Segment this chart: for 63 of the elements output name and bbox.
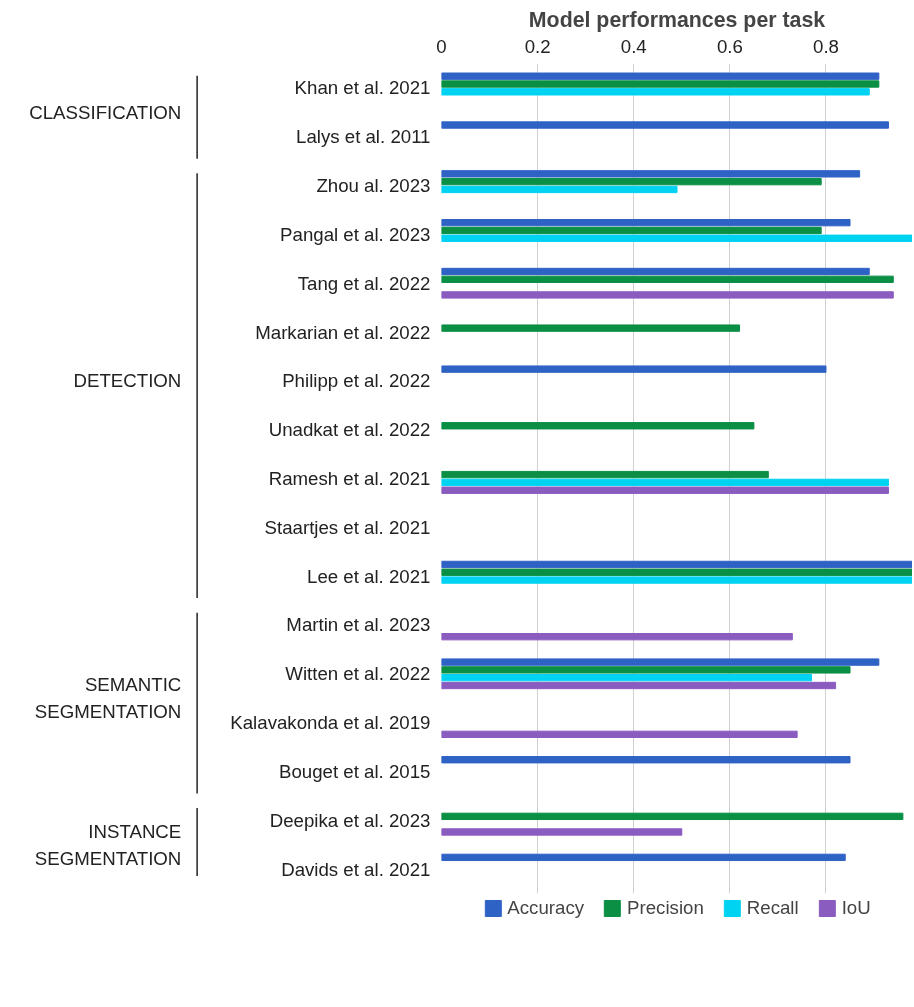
text: INSTANCE SEGMENTATION bbox=[34, 820, 182, 869]
text: CLASSIFICATION bbox=[29, 101, 182, 123]
bar bbox=[441, 218, 851, 227]
bar bbox=[441, 72, 880, 80]
bar bbox=[441, 681, 837, 690]
bar bbox=[441, 170, 861, 178]
bar bbox=[441, 478, 889, 487]
bar bbox=[441, 674, 813, 682]
bar bbox=[441, 658, 880, 666]
bar bbox=[441, 568, 912, 576]
bar bbox=[441, 80, 880, 88]
x-tick-label: 0.8 bbox=[813, 35, 839, 57]
legend-label: Precision bbox=[627, 897, 704, 919]
y-tick-label: Bouget et al. 2015 bbox=[279, 760, 431, 782]
y-tick-label: Ramesh et al. 2021 bbox=[268, 468, 431, 489]
x-tick-label: 0.4 bbox=[620, 35, 647, 57]
bar bbox=[441, 470, 769, 479]
chart-title: Model performances per task bbox=[528, 7, 826, 32]
bar bbox=[441, 234, 912, 242]
bar bbox=[441, 267, 870, 276]
legend-label: IoU bbox=[841, 897, 871, 919]
x-tick-label: 0.6 bbox=[716, 35, 743, 57]
y-tick-label: Martin et al. 2023 bbox=[286, 614, 431, 636]
bar bbox=[441, 422, 755, 430]
y-tick-label: Philipp et al. 2022 bbox=[282, 370, 431, 392]
y-tick-label: Lee et al. 2021 bbox=[307, 565, 431, 587]
y-tick-label: Witten et al. 2022 bbox=[285, 663, 431, 685]
bar bbox=[441, 486, 889, 494]
y-tick-label: Kalavakonda et al. 2019 bbox=[230, 712, 431, 734]
bar bbox=[441, 226, 822, 235]
bar bbox=[441, 853, 846, 862]
y-tick-label: Unadkat et al. 2022 bbox=[268, 419, 431, 441]
legend-label: Recall bbox=[746, 897, 799, 919]
bar bbox=[441, 275, 894, 283]
text: DETECTION bbox=[73, 370, 182, 392]
bar bbox=[441, 291, 894, 299]
bar bbox=[441, 576, 912, 584]
bar bbox=[441, 185, 678, 194]
bar bbox=[441, 88, 870, 96]
bar bbox=[441, 560, 912, 569]
bar bbox=[441, 756, 851, 764]
y-tick-label: Deepika et al. 2023 bbox=[269, 809, 431, 831]
bar bbox=[441, 828, 683, 836]
x-tick-label: 0 bbox=[436, 35, 447, 57]
bar bbox=[441, 812, 904, 821]
legend-label: Accuracy bbox=[507, 897, 585, 919]
y-tick-label: Staartjes et al. 2021 bbox=[264, 516, 431, 538]
bar bbox=[441, 324, 740, 332]
y-tick-label: Zhou al. 2023 bbox=[316, 175, 431, 197]
bar bbox=[441, 177, 822, 186]
y-tick-label: Lalys et al. 2011 bbox=[296, 126, 431, 148]
text: SEMANTIC SEGMENTATION bbox=[34, 674, 182, 723]
y-tick-label: Markarian et al. 2022 bbox=[255, 321, 431, 343]
bar bbox=[441, 121, 889, 129]
bar bbox=[441, 633, 793, 641]
bar bbox=[441, 730, 798, 739]
bar bbox=[441, 365, 827, 373]
x-tick-label: 0.2 bbox=[524, 35, 551, 57]
y-tick-label: Tang et al. 2022 bbox=[297, 272, 431, 294]
bar bbox=[441, 666, 851, 674]
y-tick-label: Pangal et al. 2023 bbox=[280, 223, 431, 245]
y-tick-label: Khan et al. 2021 bbox=[294, 77, 431, 99]
y-tick-label: Davids et al. 2021 bbox=[281, 858, 431, 880]
